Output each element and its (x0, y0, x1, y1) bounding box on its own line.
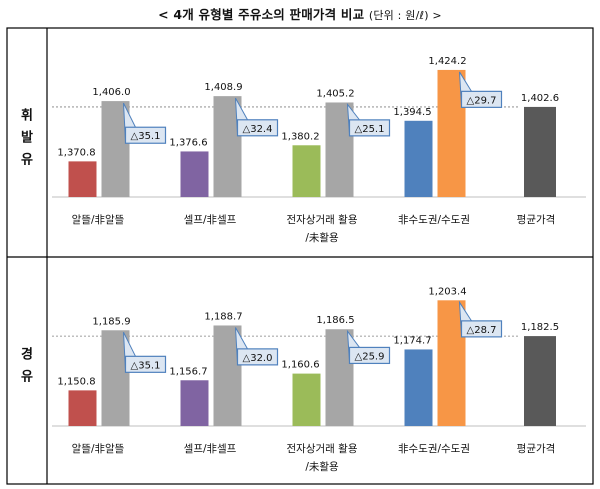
gasoline-category-label: 셀프/非셀프 (184, 214, 237, 226)
diesel-bar-a (404, 349, 433, 426)
diesel-diff-label: △28.7 (467, 325, 497, 336)
diesel-value-label-average: 1,182.5 (521, 322, 559, 333)
diesel-bar-a (68, 390, 97, 426)
gasoline-diff-label: △29.7 (467, 95, 497, 106)
diesel-category-label: 알뜰/非알뜰 (72, 443, 125, 455)
diesel-diff-callout (460, 320, 503, 338)
gasoline-category-label: 전자상거래 활용 (287, 213, 358, 226)
gasoline-category-label: 非수도권/수도권 (398, 214, 470, 226)
gasoline-bar-a (68, 161, 97, 197)
chart-title-main: < 4개 유형별 주유소의 판매가격 비교 (158, 7, 365, 22)
diesel-value-label-a: 1,174.7 (393, 335, 431, 346)
diesel-diff-callout (348, 346, 391, 365)
gasoline-value-label-a: 1,394.5 (393, 107, 431, 118)
diesel-category-label: 평균가격 (517, 442, 556, 455)
diesel-diff-callout (124, 355, 167, 373)
diesel-category-label: 非수도권/수도권 (398, 443, 470, 455)
table-frame (6, 27, 594, 485)
diesel-value-label-a: 1,156.7 (169, 366, 207, 377)
gasoline-bar-a (404, 120, 433, 197)
diesel-diff-callout (236, 348, 279, 366)
gasoline-value-label-average: 1,402.6 (521, 93, 559, 104)
gasoline-value-label-b: 1,405.2 (316, 88, 354, 99)
diesel-value-label-a: 1,160.6 (281, 360, 319, 371)
gasoline-fuel-label: 유 (21, 153, 33, 168)
diesel-category-label: 전자상거래 활용 (287, 442, 358, 455)
gasoline-fuel-label: 발 (21, 130, 33, 146)
gasoline-value-label-b: 1,406.0 (92, 87, 130, 98)
gasoline-diff-callout (236, 119, 279, 137)
gasoline-diff-label: △35.1 (131, 131, 161, 142)
gasoline-category-label: 알뜰/非알뜰 (72, 214, 125, 226)
gasoline-bar-a (180, 151, 209, 197)
diesel-value-label-a: 1,150.8 (57, 376, 95, 387)
gasoline-bar-a (292, 145, 321, 197)
diesel-fuel-label: 유 (21, 370, 33, 385)
gasoline-diff-label: △25.1 (355, 124, 385, 135)
gasoline-diff-callout (460, 90, 503, 108)
gasoline-category-label: /未활용 (305, 231, 339, 244)
diesel-diff-label: △35.1 (131, 360, 161, 371)
gasoline-value-label-b: 1,424.2 (428, 56, 466, 67)
diesel-bar-average (524, 336, 556, 426)
gasoline-fuel-label: 휘 (21, 108, 33, 124)
diesel-diff-label: △25.9 (355, 351, 385, 362)
gasoline-category-label: 평균가격 (517, 213, 556, 226)
diesel-bar-a (180, 380, 209, 426)
diesel-value-label-b: 1,203.4 (428, 286, 466, 297)
diesel-fuel-label: 경 (21, 347, 33, 363)
gasoline-value-label-a: 1,370.8 (57, 147, 95, 158)
diesel-bar-a (292, 373, 321, 426)
chart-title: < 4개 유형별 주유소의 판매가격 비교 (단위 : 원/ℓ) > (0, 4, 600, 23)
diesel-category-label: /未활용 (305, 460, 339, 473)
gasoline-value-label-a: 1,376.6 (169, 137, 207, 148)
diesel-diff-label: △32.0 (243, 353, 273, 364)
gasoline-diff-callout (124, 126, 167, 144)
chart-title-unit: (단위 : 원/ℓ) > (368, 9, 442, 22)
gasoline-diff-callout (348, 119, 391, 137)
diesel-value-label-b: 1,185.9 (92, 316, 130, 327)
diesel-value-label-b: 1,186.5 (316, 315, 354, 326)
diesel-category-label: 셀프/非셀프 (184, 443, 237, 455)
gasoline-bar-average (524, 106, 556, 197)
diesel-value-label-b: 1,188.7 (204, 311, 242, 322)
gasoline-value-label-a: 1,380.2 (281, 131, 319, 142)
gasoline-diff-label: △32.4 (243, 124, 273, 135)
gasoline-value-label-b: 1,408.9 (204, 82, 242, 93)
